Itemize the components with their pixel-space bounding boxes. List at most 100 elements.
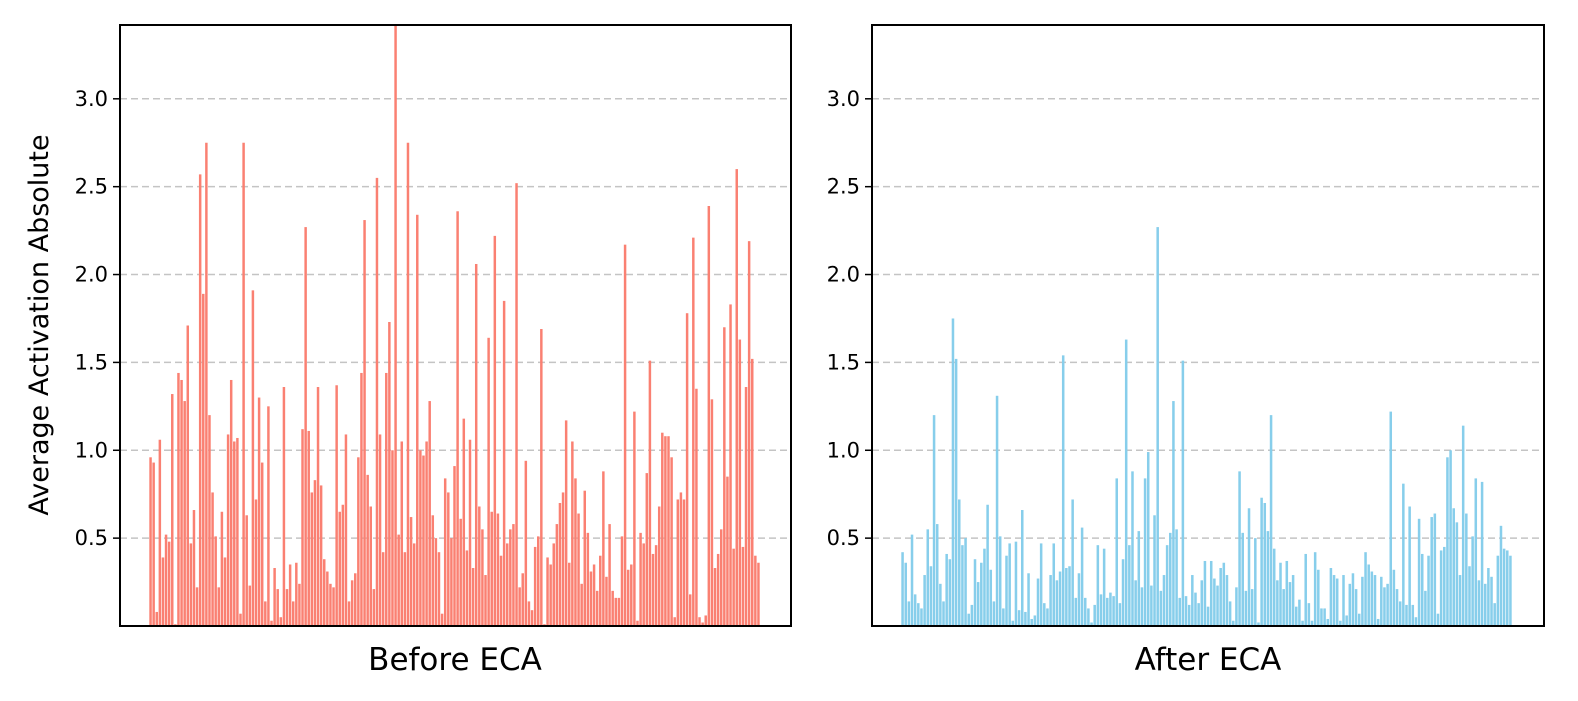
bar [214,536,217,626]
bar [1254,538,1257,626]
bar [1499,525,1503,626]
bar [904,562,907,626]
bar [1112,596,1115,626]
bar [986,504,989,626]
bar [1326,618,1330,626]
bar [329,583,332,626]
bar [1458,575,1462,626]
bar [167,541,171,626]
bar [907,601,911,626]
bar [1109,592,1112,626]
bar [611,590,614,626]
bar [149,457,152,626]
bar [1291,575,1295,626]
bar [676,499,680,626]
bar [1398,601,1402,626]
bar [648,360,652,626]
bar [248,585,252,626]
bar [698,617,701,626]
bar [229,379,233,626]
bar [1008,543,1011,626]
bar [1461,425,1465,626]
bar [967,613,970,626]
bar [453,466,456,626]
bar [670,457,673,626]
bar [1342,575,1345,626]
bar [651,553,655,626]
bar [664,436,667,626]
bar [1024,611,1027,626]
bar [1090,622,1093,626]
bar [282,387,286,626]
bar [614,597,618,626]
bar [478,506,481,626]
bar [970,604,974,626]
bar [1386,583,1389,626]
bar [1115,478,1118,626]
bar [920,608,923,626]
bar [425,441,428,626]
bar [995,395,999,626]
bar [295,562,298,626]
bar [939,583,942,626]
bar [741,546,745,626]
bar [1376,618,1380,626]
bar [1106,597,1109,626]
bar [304,227,307,626]
bar [1065,568,1068,626]
bar [388,321,391,626]
bar [976,582,980,626]
bar [1187,604,1191,626]
bar [279,617,283,626]
bar [319,485,323,626]
bar [1370,571,1374,626]
bar [1351,573,1355,626]
x-axis-title-before: Before ECA [368,642,542,678]
bar [1213,578,1216,626]
bar [422,455,425,626]
bar [586,532,590,626]
bar [434,538,438,626]
bar [1383,587,1386,626]
bar [1021,510,1024,626]
bar [1402,483,1405,626]
bar [1039,543,1043,626]
bar [726,476,729,626]
bar [599,555,602,626]
bar [350,580,354,626]
bar [626,569,630,626]
y-tick-label: 3.0 [827,87,860,111]
bar [1468,566,1471,626]
bar [400,441,404,626]
bar [1288,582,1292,626]
bar [1191,575,1194,626]
bar [1354,589,1358,626]
bar [555,524,559,626]
bar [1295,606,1298,626]
bar [1140,587,1144,626]
bar [1181,360,1185,626]
bar [381,552,385,626]
bar [471,568,475,626]
bar [372,589,376,626]
bar [1408,506,1411,626]
bar [623,244,627,626]
bar [1052,543,1056,626]
bar [385,372,388,626]
bar [416,214,419,627]
bar [1055,580,1059,626]
bar [1298,599,1301,626]
bar [1017,610,1021,626]
bar [1222,562,1226,626]
bar [540,329,543,626]
bar [1074,597,1078,626]
bar [961,545,964,626]
bar [397,534,400,626]
bar [431,515,435,626]
bar [226,434,230,626]
bar [1121,559,1125,626]
bar [561,492,565,626]
bar [1232,620,1235,626]
bar [595,590,599,626]
bar [945,553,948,626]
